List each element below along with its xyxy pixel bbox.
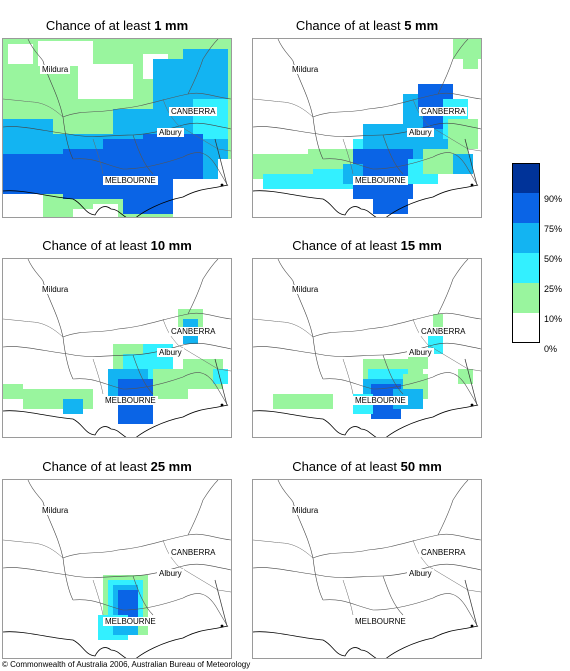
place-label-melbourne: MELBOURNE bbox=[103, 617, 158, 626]
panel-title-amount: 15 mm bbox=[400, 238, 442, 253]
rainfall-probability-map: Mildura CANBERRA Albury MELBOURNE bbox=[2, 479, 232, 659]
forecast-panel: Chance of at least 15 mm Mildura CANBERRA… bbox=[252, 238, 482, 439]
panel-title: Chance of at least 25 mm bbox=[2, 459, 232, 475]
panel-title-amount: 10 mm bbox=[150, 238, 192, 253]
legend-swatch-75-90 bbox=[512, 193, 540, 223]
legend-swatch-25-50 bbox=[512, 253, 540, 283]
place-label-mildura: Mildura bbox=[40, 65, 71, 74]
place-label-albury: Albury bbox=[407, 128, 434, 137]
panel-title-prefix: Chance of at least bbox=[292, 238, 401, 253]
legend-tick-50: 50% bbox=[544, 254, 563, 264]
panel-title: Chance of at least 10 mm bbox=[2, 238, 232, 254]
rainfall-probability-map: Mildura CANBERRA Albury MELBOURNE bbox=[2, 258, 232, 438]
legend-tick-10: 10% bbox=[544, 314, 563, 324]
forecast-panel: Chance of at least 25 mm Mildura CANBERRA… bbox=[2, 459, 232, 660]
place-label-canberra: CANBERRA bbox=[169, 548, 218, 557]
place-label-canberra: CANBERRA bbox=[169, 107, 218, 116]
place-label-melbourne: MELBOURNE bbox=[353, 617, 408, 626]
place-label-canberra: CANBERRA bbox=[169, 327, 218, 336]
panel-title-prefix: Chance of at least bbox=[42, 238, 151, 253]
panel-title-amount: 1 mm bbox=[154, 18, 189, 33]
rainfall-probability-map: Mildura CANBERRA Albury MELBOURNE bbox=[252, 38, 482, 218]
place-label-mildura: Mildura bbox=[290, 285, 321, 294]
rainfall-probability-map: Mildura CANBERRA Albury MELBOURNE bbox=[2, 38, 232, 218]
panel-title-amount: 50 mm bbox=[400, 459, 442, 474]
legend-swatch-90-100 bbox=[512, 163, 540, 193]
panel-title-amount: 25 mm bbox=[150, 459, 192, 474]
legend-tick-25: 25% bbox=[544, 284, 563, 294]
place-label-melbourne: MELBOURNE bbox=[353, 396, 408, 405]
place-label-albury: Albury bbox=[407, 569, 434, 578]
legend-swatch-10-25 bbox=[512, 283, 540, 313]
legend-tick-0: 0% bbox=[544, 344, 558, 354]
panel-title-amount: 5 mm bbox=[404, 18, 439, 33]
rainfall-probability-map: Mildura CANBERRA Albury MELBOURNE bbox=[252, 258, 482, 438]
panel-title-prefix: Chance of at least bbox=[292, 459, 401, 474]
forecast-panel: Chance of at least 5 mm Mildura CANBERRA A… bbox=[252, 18, 482, 219]
place-label-canberra: CANBERRA bbox=[419, 548, 468, 557]
forecast-panel: Chance of at least 10 mm Mildura CANBERRA… bbox=[2, 238, 232, 439]
place-label-albury: Albury bbox=[157, 569, 184, 578]
legend-swatch-0-10 bbox=[512, 313, 540, 343]
place-label-mildura: Mildura bbox=[290, 506, 321, 515]
panel-title-prefix: Chance of at least bbox=[42, 459, 151, 474]
forecast-panel: Chance of at least 50 mm Mildura CANBERRA… bbox=[252, 459, 482, 660]
place-label-canberra: CANBERRA bbox=[419, 107, 468, 116]
panel-title: Chance of at least 1 mm bbox=[2, 18, 232, 34]
copyright-notice: © Commonwealth of Australia 2006, Austra… bbox=[2, 660, 251, 669]
panel-title: Chance of at least 50 mm bbox=[252, 459, 482, 475]
place-label-albury: Albury bbox=[407, 348, 434, 357]
legend-tick-90: 90% bbox=[544, 194, 563, 204]
place-label-mildura: Mildura bbox=[40, 285, 71, 294]
place-label-mildura: Mildura bbox=[290, 65, 321, 74]
place-label-melbourne: MELBOURNE bbox=[103, 176, 158, 185]
rainfall-probability-map: Mildura CANBERRA Albury MELBOURNE bbox=[252, 479, 482, 659]
map-svg bbox=[253, 480, 481, 658]
map-svg bbox=[3, 259, 231, 437]
panel-title-prefix: Chance of at least bbox=[45, 18, 155, 33]
legend-tick-75: 75% bbox=[544, 224, 563, 234]
forecast-panel: Chance of at least 1 mm Mildura CANBERRA A… bbox=[2, 18, 232, 219]
place-label-albury: Albury bbox=[157, 348, 184, 357]
map-svg bbox=[3, 39, 231, 217]
place-label-melbourne: MELBOURNE bbox=[353, 176, 408, 185]
place-label-mildura: Mildura bbox=[40, 506, 71, 515]
place-label-canberra: CANBERRA bbox=[419, 327, 468, 336]
place-label-melbourne: MELBOURNE bbox=[103, 396, 158, 405]
place-label-albury: Albury bbox=[157, 128, 184, 137]
panel-title: Chance of at least 15 mm bbox=[252, 238, 482, 254]
panel-title: Chance of at least 5 mm bbox=[252, 18, 482, 34]
map-svg bbox=[253, 259, 481, 437]
map-svg bbox=[3, 480, 231, 658]
map-svg bbox=[253, 39, 481, 217]
legend-swatch-50-75 bbox=[512, 223, 540, 253]
panel-title-prefix: Chance of at least bbox=[295, 18, 405, 33]
